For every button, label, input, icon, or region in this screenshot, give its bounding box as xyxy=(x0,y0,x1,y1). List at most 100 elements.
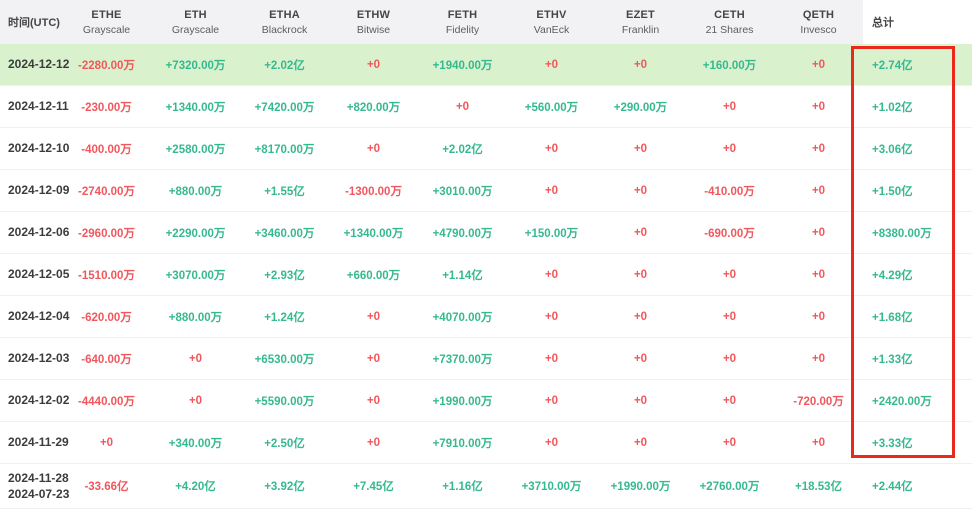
flow-value-cell: +0 xyxy=(633,268,648,281)
flow-value-cell: +0 xyxy=(633,142,648,155)
flow-value-cell: +0 xyxy=(99,436,114,449)
flow-value-cell: +3710.00万 xyxy=(521,481,582,493)
column-header-total: 总计 xyxy=(863,0,972,44)
flow-value-cell: +5590.00万 xyxy=(254,395,315,408)
flow-value-cell: +290.00万 xyxy=(613,101,668,114)
table-row[interactable]: 2024-12-02 -4440.00万 +0 +5590.00万 +0 +1990.0… xyxy=(0,380,972,422)
flow-value-cell: -400.00万 xyxy=(81,143,132,156)
table-row[interactable]: 2024-11-29 +0 +340.00万 +2.50亿 +0 +7910.00万 +0… xyxy=(0,422,972,464)
flow-value-cell: -2280.00万 xyxy=(78,59,135,72)
total-header-label: 总计 xyxy=(872,17,894,29)
date-cell: 2024-12-11 xyxy=(8,99,69,114)
flow-value-cell: +820.00万 xyxy=(346,101,401,114)
flow-value-cell: -33.66亿 xyxy=(84,481,129,493)
flow-value-cell: +7320.00万 xyxy=(165,59,226,72)
flow-value-cell: +2.02亿 xyxy=(442,143,483,156)
flow-value-cell: +0 xyxy=(633,58,648,71)
table-row[interactable]: 2024-11-28 2024-07-23 -33.66亿 +4.20亿 +3.92亿… xyxy=(0,464,972,509)
flow-value-cell: +0 xyxy=(722,436,737,449)
flow-value-cell: +0 xyxy=(544,352,559,365)
flow-value-cell: -1510.00万 xyxy=(78,269,135,282)
flow-value-cell: +0 xyxy=(544,142,559,155)
total-flow-cell: +2.74亿 xyxy=(872,59,913,72)
flow-value-cell: -230.00万 xyxy=(81,101,132,114)
total-flow-cell: +4.29亿 xyxy=(872,269,913,282)
date-cell: 2024-12-12 xyxy=(8,57,70,72)
flow-value-cell: +0 xyxy=(811,184,826,197)
flow-value-cell: +0 xyxy=(366,58,381,71)
flow-value-cell: -690.00万 xyxy=(704,227,755,240)
flow-value-cell: +0 xyxy=(811,100,826,113)
flow-value-cell: +0 xyxy=(633,184,648,197)
table-row[interactable]: 2024-12-03 -640.00万 +0 +6530.00万 +0 +7370.00… xyxy=(0,338,972,380)
flow-value-cell: +1940.00万 xyxy=(432,59,493,72)
flow-value-cell: -640.00万 xyxy=(81,353,132,366)
flow-value-cell: +0 xyxy=(366,394,381,407)
flow-value-cell: +880.00万 xyxy=(168,311,223,324)
flow-value-cell: +0 xyxy=(633,394,648,407)
flow-value-cell: +7.45亿 xyxy=(353,481,394,493)
table-row[interactable]: 2024-12-12 -2280.00万 +7320.00万 +2.02亿 +0 +19… xyxy=(0,44,972,86)
total-flow-cell: +2420.00万 xyxy=(872,395,932,408)
flow-value-cell: +0 xyxy=(544,184,559,197)
flow-value-cell: +0 xyxy=(722,268,737,281)
flow-value-cell: +0 xyxy=(544,394,559,407)
flow-value-cell: +0 xyxy=(544,58,559,71)
flow-value-cell: +7420.00万 xyxy=(254,101,315,114)
total-flow-cell: +2.44亿 xyxy=(872,481,913,493)
flow-value-cell: +8170.00万 xyxy=(254,143,315,156)
flow-value-cell: +1340.00万 xyxy=(165,101,226,114)
flow-value-cell: +3460.00万 xyxy=(254,227,315,240)
flow-value-cell: +0 xyxy=(811,352,826,365)
flow-value-cell: +0 xyxy=(811,436,826,449)
table-row[interactable]: 2024-12-10 -400.00万 +2580.00万 +8170.00万 +0 +… xyxy=(0,128,972,170)
flow-value-cell: +2.93亿 xyxy=(264,269,305,282)
total-flow-cell: +1.50亿 xyxy=(872,185,913,198)
date-cell: 2024-11-28 2024-07-23 xyxy=(8,470,70,501)
flow-value-cell: +3070.00万 xyxy=(165,269,226,282)
total-flow-cell: +1.68亿 xyxy=(872,311,913,324)
flow-value-cell: +1990.00万 xyxy=(610,481,671,493)
flow-value-cell: +2.50亿 xyxy=(264,437,305,450)
flow-value-cell: -1300.00万 xyxy=(345,185,402,198)
flow-value-cell: +4.20亿 xyxy=(175,481,216,493)
flow-value-cell: +4790.00万 xyxy=(432,227,493,240)
flow-value-cell: +7370.00万 xyxy=(432,353,493,366)
column-header-time: 时间(UTC) xyxy=(0,0,62,44)
date-cell: 2024-11-29 xyxy=(8,435,69,450)
flow-value-cell: +0 xyxy=(811,226,826,239)
column-header-ethw: ETHW Bitwise xyxy=(329,0,418,44)
flow-value-cell: +0 xyxy=(188,394,203,407)
table-row[interactable]: 2024-12-05 -1510.00万 +3070.00万 +2.93亿 +660.… xyxy=(0,254,972,296)
table-row[interactable]: 2024-12-06 -2960.00万 +2290.00万 +3460.00万 +1… xyxy=(0,212,972,254)
table-row[interactable]: 2024-12-04 -620.00万 +880.00万 +1.24亿 +0 +4070… xyxy=(0,296,972,338)
flow-value-cell: +2760.00万 xyxy=(699,481,760,493)
column-header-feth: FETH Fidelity xyxy=(418,0,507,44)
flow-value-cell: -4440.00万 xyxy=(78,395,135,408)
date-cell: 2024-12-03 xyxy=(8,351,70,366)
flow-value-cell: +160.00万 xyxy=(702,59,757,72)
table-row[interactable]: 2024-12-09 -2740.00万 +880.00万 +1.55亿 -1300.… xyxy=(0,170,972,212)
column-header-ethe: ETHE Grayscale xyxy=(62,0,151,44)
date-cell: 2024-12-06 xyxy=(8,225,70,240)
flow-value-cell: +1.16亿 xyxy=(442,481,483,493)
flow-value-cell: +6530.00万 xyxy=(254,353,315,366)
column-header-ethv: ETHV VanEck xyxy=(507,0,596,44)
flow-value-cell: +0 xyxy=(811,142,826,155)
flow-value-cell: +0 xyxy=(722,352,737,365)
date-cell: 2024-12-04 xyxy=(8,309,70,324)
total-flow-cell: +3.06亿 xyxy=(872,143,913,156)
table-row[interactable]: 2024-12-11 -230.00万 +1340.00万 +7420.00万 +82… xyxy=(0,86,972,128)
flow-value-cell: +0 xyxy=(811,58,826,71)
flow-value-cell: +0 xyxy=(455,100,470,113)
flow-value-cell: +0 xyxy=(633,352,648,365)
column-header-qeth: QETH Invesco xyxy=(774,0,863,44)
table-body: 2024-12-12 -2280.00万 +7320.00万 +2.02亿 +0 +19… xyxy=(0,44,972,509)
flow-value-cell: +0 xyxy=(366,352,381,365)
total-flow-cell: +1.33亿 xyxy=(872,353,913,366)
flow-value-cell: +0 xyxy=(722,142,737,155)
total-flow-cell: +3.33亿 xyxy=(872,437,913,450)
flow-value-cell: -410.00万 xyxy=(704,185,755,198)
flow-value-cell: +0 xyxy=(811,310,826,323)
flow-value-cell: +18.53亿 xyxy=(795,481,842,493)
